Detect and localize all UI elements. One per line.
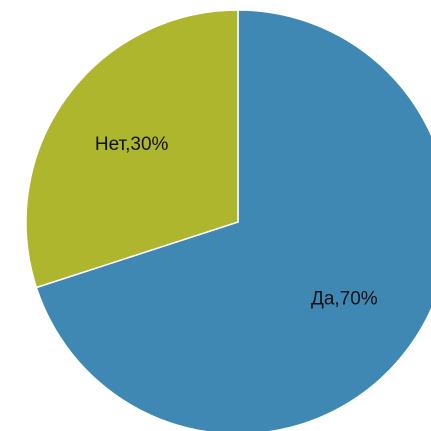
pie-slice-1 — [25, 9, 239, 289]
pie-slice-0 — [35, 9, 431, 431]
pie-slices — [25, 9, 431, 431]
pie-slice-label-0: Да,70% — [311, 288, 378, 309]
pie-labels: Да,70% Нет,30% — [95, 134, 378, 310]
pie-slice-label-1: Нет,30% — [95, 134, 169, 155]
